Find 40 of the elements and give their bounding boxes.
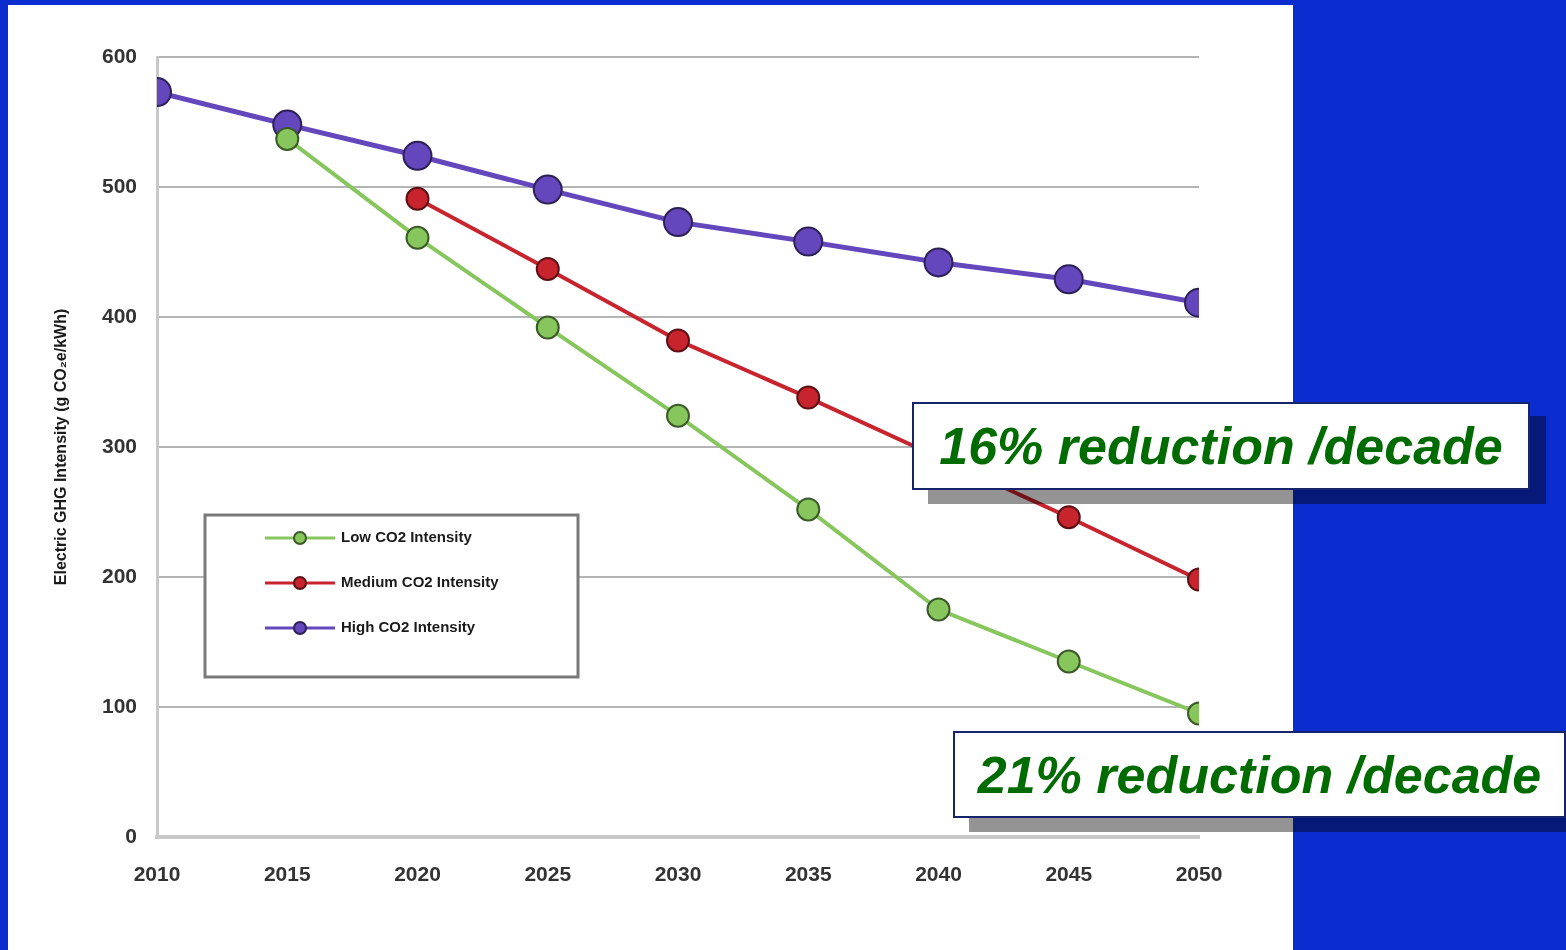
legend-label: Medium CO2 Intensity [341,573,500,591]
point [1056,505,1081,530]
x-tick-label: 2015 [263,862,311,886]
annotation: 16% reduction /decade [939,416,1503,476]
point [666,403,690,428]
point [535,315,560,340]
x-tick-label: 2010 [133,862,181,886]
y-axis-title: Electric GHG Intensity (g CO₂e/kWh) [52,308,70,586]
legend-label: High CO2 Intensity [341,618,476,636]
x-tick-label: 2030 [654,862,702,886]
point [793,226,824,257]
point [532,174,563,205]
y-tick-label: 600 [101,43,137,67]
point [796,497,821,522]
x-tick-label: 2025 [524,862,572,886]
y-tick-label: 0 [125,823,137,847]
x-tick-label: 2045 [1045,862,1093,886]
legend-label: Low CO2 Intensity [341,528,473,546]
y-tick-label: 500 [101,173,137,197]
point [405,225,430,250]
annotation: 21% reduction /decade [977,744,1542,805]
x-tick-label: 2020 [394,862,441,886]
point [1056,649,1081,674]
point [405,186,430,211]
x-tick-label: 2040 [915,862,962,886]
point [666,328,690,353]
y-tick-label: 100 [101,693,137,717]
y-tick-label: 200 [101,563,137,587]
y-tick-label: 400 [101,303,137,327]
point [535,256,560,281]
point [275,126,300,151]
point [923,247,954,278]
point [402,140,433,171]
point [1053,264,1084,295]
point [796,385,821,410]
point [663,207,693,238]
y-tick-label: 300 [101,433,137,457]
x-tick-label: 2035 [784,862,832,886]
x-tick-label: 2050 [1175,862,1223,886]
point [926,597,951,622]
